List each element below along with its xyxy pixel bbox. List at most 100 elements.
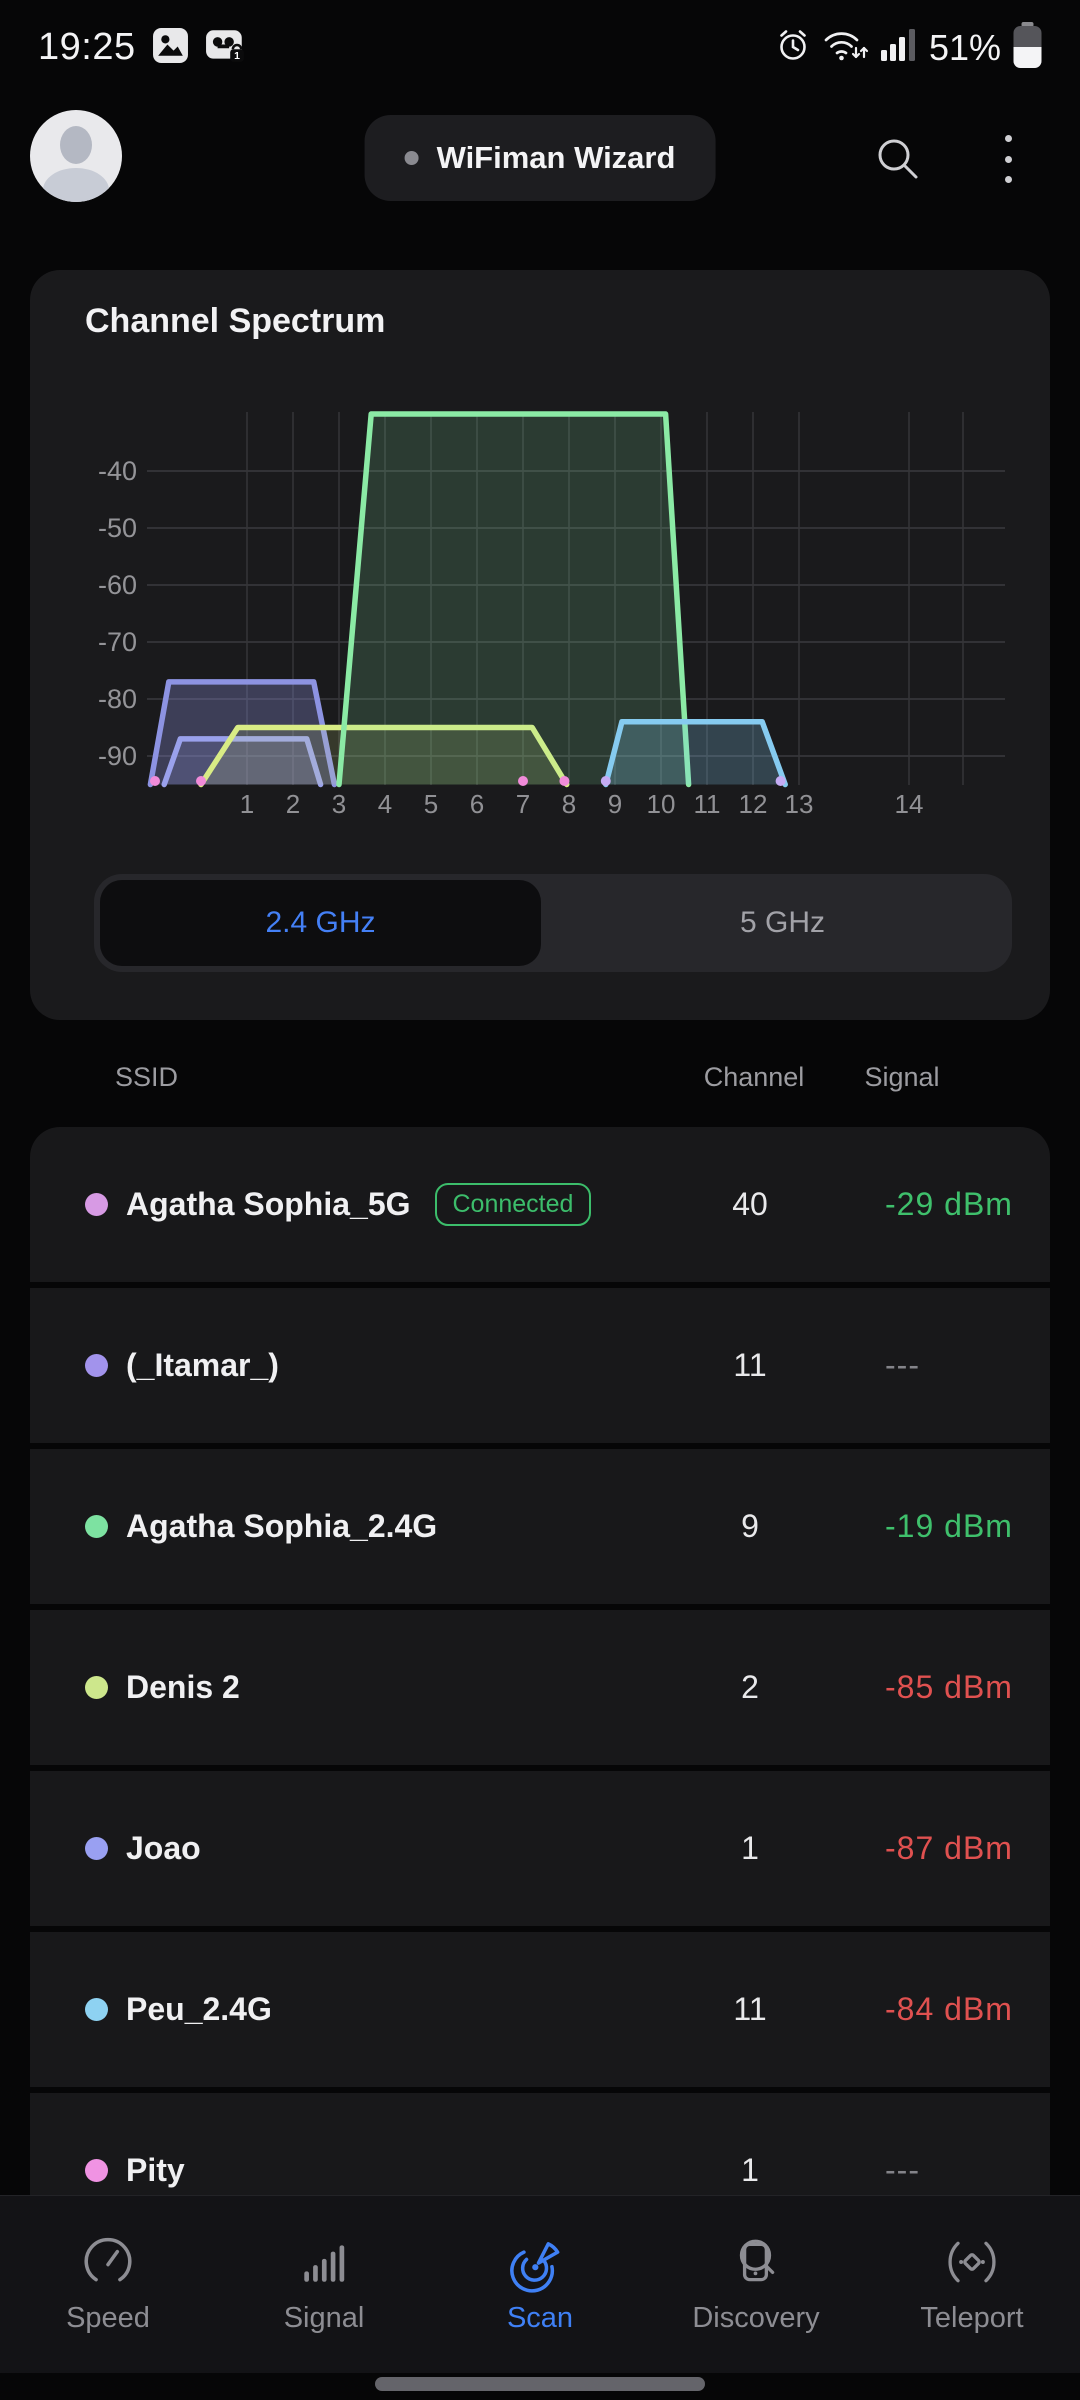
svg-text:-90: -90 [98,741,137,771]
nav-label: Teleport [920,2302,1024,2334]
nav-label: Speed [66,2302,150,2334]
channel-value: 1 [741,1830,759,1866]
table-row-agatha-sophia-5g[interactable]: Agatha Sophia_5G Connected 40 -29 dBm [30,1127,1050,1282]
nav-item-signal[interactable]: Signal [216,2196,432,2373]
channel-value: 11 [733,1347,767,1383]
voicemail-lock-icon: 1 [205,26,247,69]
signal-value: --- [885,1347,920,1383]
nav-item-discovery[interactable]: Discovery [648,2196,864,2373]
connected-badge: Connected [434,1183,592,1226]
ssid-color-dot [85,1515,108,1538]
wifi-arrows-icon [823,26,869,69]
channel-spectrum-chart: -40-50-60-70-80-901 2 3 4 5 6 7 8 9 10 11 12 13 14 [98,411,1005,819]
card-title: Channel Spectrum [85,302,386,340]
ssid-color-dot [85,1837,108,1860]
network-table-header: SSID Channel Signal [30,1056,1050,1100]
svg-text:4: 4 [378,789,392,819]
signal-value: -84 dBm [885,1991,1013,2027]
channel-value: 2 [741,1669,759,1705]
ssid-name: Denis 2 [126,1669,240,1705]
svg-text:2: 2 [286,789,300,819]
svg-text:10: 10 [647,789,676,819]
battery-icon [1013,22,1042,73]
svg-text:8: 8 [562,789,576,819]
svg-text:-70: -70 [98,627,137,657]
network-list: Agatha Sophia_5G Connected 40 -29 dBm (_… [30,1127,1050,2254]
svg-text:7: 7 [516,789,530,819]
svg-text:3: 3 [332,789,346,819]
app-header: WiFiman Wizard [0,95,1080,220]
discovery-search-icon [728,2234,784,2290]
ssid-name: Agatha Sophia_5G [126,1186,411,1222]
table-row-joao[interactable]: Joao 1 -87 dBm [30,1771,1050,1926]
search-icon[interactable] [874,135,922,183]
channel-spectrum-card: Channel Spectrum -40 -50 -60 -70 -80 -90 1 2 3 4 5… [30,270,1050,1020]
cell-signal-icon [880,28,917,67]
channel-value: 1 [741,2152,759,2188]
signal-bars-icon [296,2234,352,2290]
svg-text:13: 13 [785,789,814,819]
channel-value: 40 [732,1186,768,1222]
ssid-name: Joao [126,1830,201,1866]
band-2-4ghz-button[interactable]: 2.4 GHz [100,880,541,966]
signal-value: -85 dBm [885,1669,1013,1705]
svg-text:-60: -60 [98,570,137,600]
nav-item-speed[interactable]: Speed [0,2196,216,2373]
svg-text:5: 5 [424,789,438,819]
signal-value: -87 dBm [885,1830,1013,1866]
nav-label: Discovery [692,2302,820,2334]
svg-text:11: 11 [694,789,721,819]
device-name: WiFiman Wizard [436,140,676,175]
signal-value: --- [885,2152,920,2188]
table-row-peu-2-4g[interactable]: Peu_2.4G 11 -84 dBm [30,1932,1050,2087]
signal-value: -29 dBm [885,1186,1013,1222]
home-indicator[interactable] [375,2377,705,2391]
nav-item-scan[interactable]: Scan [432,2196,648,2373]
channel-value: 11 [733,1991,767,2027]
status-bar: 19:25 1 51% [0,0,1080,95]
device-selector-pill[interactable]: WiFiman Wizard [364,115,716,201]
avatar[interactable] [30,110,122,202]
radar-scan-icon [510,2234,568,2293]
ssid-name: (_Itamar_) [126,1347,279,1383]
svg-text:-40: -40 [98,456,137,486]
band-toggle: 2.4 GHz 5 GHz [94,874,1012,972]
svg-text:1: 1 [234,50,240,62]
table-row-agatha-sophia-2-4g[interactable]: Agatha Sophia_2.4G 9 -19 dBm [30,1449,1050,1604]
nav-label: Scan [506,2302,574,2334]
table-row-denis-2[interactable]: Denis 2 2 -85 dBm [30,1610,1050,1765]
signal-value: -19 dBm [885,1508,1013,1544]
bottom-nav: Speed Signal Scan Discovery Teleport [0,2195,1080,2373]
ssid-color-dot [85,2159,108,2182]
svg-text:1: 1 [240,789,254,819]
device-status-dot [404,151,419,165]
battery-percent: 51% [928,26,1001,68]
header-signal: Signal [864,1062,940,1092]
band-5ghz-button[interactable]: 5 GHz [739,906,826,939]
ssid-color-dot [85,1193,108,1216]
ssid-color-dot [85,1354,108,1377]
ssid-name: Peu_2.4G [126,1991,272,2027]
svg-text:-80: -80 [98,684,137,714]
teleport-icon [944,2234,1000,2290]
svg-text:9: 9 [608,789,622,819]
ssid-name: Agatha Sophia_2.4G [126,1508,438,1544]
svg-text:12: 12 [739,789,768,819]
ssid-color-dot [85,1998,108,2021]
header-ssid: SSID [115,1062,179,1092]
clock-time: 19:25 [38,26,136,68]
header-channel: Channel [703,1062,805,1092]
svg-text:6: 6 [470,789,484,819]
overflow-menu-icon[interactable] [998,133,1018,185]
gallery-icon [152,27,189,69]
svg-text:14: 14 [895,789,924,819]
nav-label: Signal [283,2302,365,2334]
speedometer-icon [80,2234,136,2290]
channel-value: 9 [741,1508,759,1544]
nav-item-teleport[interactable]: Teleport [864,2196,1080,2373]
ssid-color-dot [85,1676,108,1699]
alarm-icon [775,27,811,68]
ssid-name: Pity [126,2152,185,2188]
table-row--itamar-[interactable]: (_Itamar_) 11 --- [30,1288,1050,1443]
svg-text:-50: -50 [98,513,137,543]
